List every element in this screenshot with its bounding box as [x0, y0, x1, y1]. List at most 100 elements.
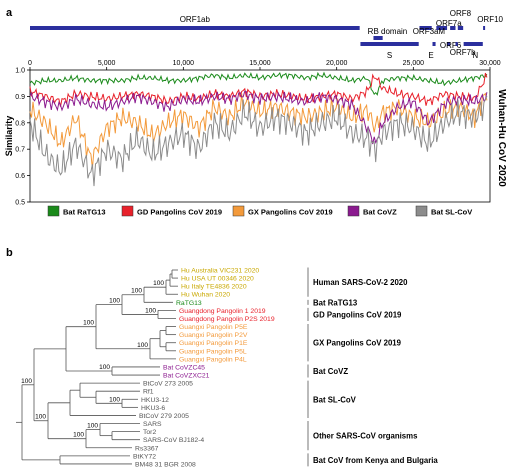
- gene-bar-orf7b: [455, 42, 458, 46]
- tree-leaf-label: BtKY72: [133, 453, 156, 460]
- tree-leaf-label: Guangdong Pangolin 1 2019: [179, 308, 266, 315]
- tree-group-label: Bat CoVZ: [313, 367, 348, 376]
- y-axis-label: Similarity: [4, 116, 14, 157]
- legend-swatch: [347, 205, 360, 217]
- x-tick-label: 0: [28, 60, 32, 67]
- y-tick-label: 0.9: [15, 94, 25, 101]
- x-tick-label: 5,000: [98, 60, 116, 67]
- gene-bar-orf3a: [419, 26, 432, 30]
- gene-label-orf6: ORF6: [440, 41, 462, 50]
- tree-leaf-label: Hu Wuhan 2020: [181, 292, 230, 299]
- bootstrap-label: 100: [153, 280, 164, 287]
- bootstrap-label: 100: [21, 378, 32, 385]
- gene-label-orf3a: ORF3a: [413, 27, 439, 36]
- similarity-plot: 0 5,000 10,000 15,000 20,000 25,000 30,000 0.5…: [4, 60, 507, 207]
- tree-leaf-label: Guangxi Pangolin P1E: [179, 340, 248, 347]
- legend-label: GD Pangolins CoV 2019: [137, 208, 222, 217]
- gene-label-s: S: [387, 51, 392, 60]
- tree-leaf-label: HKU3-12: [141, 397, 169, 404]
- tree-leaf-label: Guangdong Pangolin P2S 2019: [179, 316, 275, 323]
- gene-bar-rb-domain: [373, 36, 383, 40]
- bootstrap-label: 100: [137, 342, 148, 349]
- tree-leaf-label: Bat CoVZXC21: [163, 373, 210, 380]
- gene-bar-orf7a: [450, 26, 456, 30]
- genome-map: ORF1ab RB domain S ORF3a E M ORF6 ORF7a ORF7b ORF…: [30, 9, 504, 60]
- gene-label-e: E: [428, 51, 433, 60]
- tree-leaf-label: Tor2: [143, 429, 156, 436]
- gene-bar-e: [432, 42, 436, 46]
- legend-swatch: [232, 205, 245, 217]
- legend-swatch: [47, 205, 60, 217]
- x-tick-label: 30,000: [479, 60, 501, 67]
- gene-label-orf7b: ORF7b: [450, 48, 476, 57]
- bootstrap-label: 100: [99, 364, 110, 371]
- gene-label-orf8: ORF8: [450, 9, 472, 18]
- bootstrap-label: 100: [131, 288, 142, 295]
- legend-label: Bat CoVZ: [363, 208, 397, 217]
- y-tick-label: 0.8: [15, 120, 25, 127]
- y-tick-label: 0.7: [15, 147, 25, 154]
- bootstrap-label: 100: [35, 414, 46, 421]
- tree-leaf-label: Hu Italy TE4836 2020: [181, 284, 247, 291]
- tree-leaf-label: BM48 31 BGR 2008: [135, 461, 196, 468]
- tree-group-label: GX Pangolins CoV 2019: [313, 339, 402, 348]
- gene-label-rb-domain: RB domain: [368, 27, 408, 36]
- tree-leaf-label: BtCoV 279 2005: [139, 413, 189, 420]
- tree-leaf-label: HKU3-6: [141, 405, 165, 412]
- gene-label-orf10: ORF10: [477, 15, 503, 24]
- x-tick-label: 10,000: [173, 60, 195, 67]
- tree-leaf-label: Guangxi Pangolin P5E: [179, 324, 248, 331]
- legend-swatch: [121, 205, 134, 217]
- bootstrap-label: 100: [109, 396, 120, 403]
- tree-leaf-label: BtCoV 273 2005: [143, 381, 193, 388]
- bootstrap-label: 100: [87, 423, 98, 430]
- legend-label: GX Pangolins CoV 2019: [248, 208, 333, 217]
- tree-leaf-label: Bat CoVZC45: [163, 364, 205, 371]
- gene-bar-orf6: [447, 42, 451, 46]
- series-lines: [29, 71, 488, 187]
- tree-leaf-label: Rs3367: [135, 445, 159, 452]
- tree-leaf-label: SARS-CoV BJ182-4: [143, 437, 204, 444]
- x-tick-label: 15,000: [249, 60, 271, 67]
- tree-group-label: Bat CoV from Kenya and Bulgaria: [313, 456, 438, 465]
- bootstrap-label: 100: [83, 320, 94, 327]
- series-line-bat-sl-cov: [29, 95, 488, 187]
- gene-label-orf1ab: ORF1ab: [180, 15, 211, 24]
- tree-leaf-label: Guangxi Pangolin P5L: [179, 348, 247, 355]
- tree-leaf-label: Rf1: [143, 389, 154, 396]
- gene-bar-orf1ab: [30, 26, 360, 30]
- x-axis: 0 5,000 10,000 15,000 20,000 25,000 30,000: [28, 60, 501, 70]
- gene-label-orf7a: ORF7a: [436, 19, 462, 28]
- bootstrap-label: 100: [73, 432, 84, 439]
- right-label: Wuhan-Hu CoV 2020: [496, 89, 507, 187]
- gene-label-m: M: [438, 27, 445, 36]
- plot-frame: [29, 69, 491, 203]
- tree-leaf-label: Hu USA UT 00346 2020: [181, 276, 254, 283]
- series-line-bat-covz: [29, 90, 488, 145]
- legend: Bat RaTG13 GD Pangolins CoV 2019 GX Pangol…: [47, 205, 472, 217]
- y-tick-label: 0.6: [15, 173, 25, 180]
- legend-swatch: [415, 205, 428, 217]
- tree-group-label: GD Pangolins CoV 2019: [313, 310, 402, 319]
- tree-group-label: Other SARS-CoV organisms: [313, 432, 418, 441]
- bootstrap-label: 100: [109, 298, 120, 305]
- gene-bar-n: [463, 42, 483, 46]
- gene-bar-orf8: [457, 26, 464, 30]
- legend-label: Bat RaTG13: [63, 208, 106, 217]
- gene-bar-m: [436, 26, 448, 30]
- tree-group-label: Human SARS-CoV-2 2020: [313, 278, 408, 287]
- panel-a-label: a: [6, 7, 13, 19]
- gene-label-n: N: [472, 51, 478, 60]
- x-tick-label: 20,000: [326, 60, 348, 67]
- series-line-gx-pangolins-cov-2019: [29, 92, 488, 169]
- tree-leaf-label: Guangxi Pangolin P2V: [179, 332, 248, 339]
- tree-leaf-label: Guangxi Pangolin P4L: [179, 356, 247, 363]
- x-tick-label: 25,000: [403, 60, 425, 67]
- series-line-bat-ratg13: [29, 71, 488, 96]
- tree-group-label: Bat SL-CoV: [313, 395, 357, 404]
- tree-group-label: Bat RaTG13: [313, 298, 358, 307]
- y-tick-label: 1.0: [15, 68, 25, 75]
- legend-label: Bat SL-CoV: [431, 208, 472, 217]
- tree-leaf-label: SARS: [143, 421, 162, 428]
